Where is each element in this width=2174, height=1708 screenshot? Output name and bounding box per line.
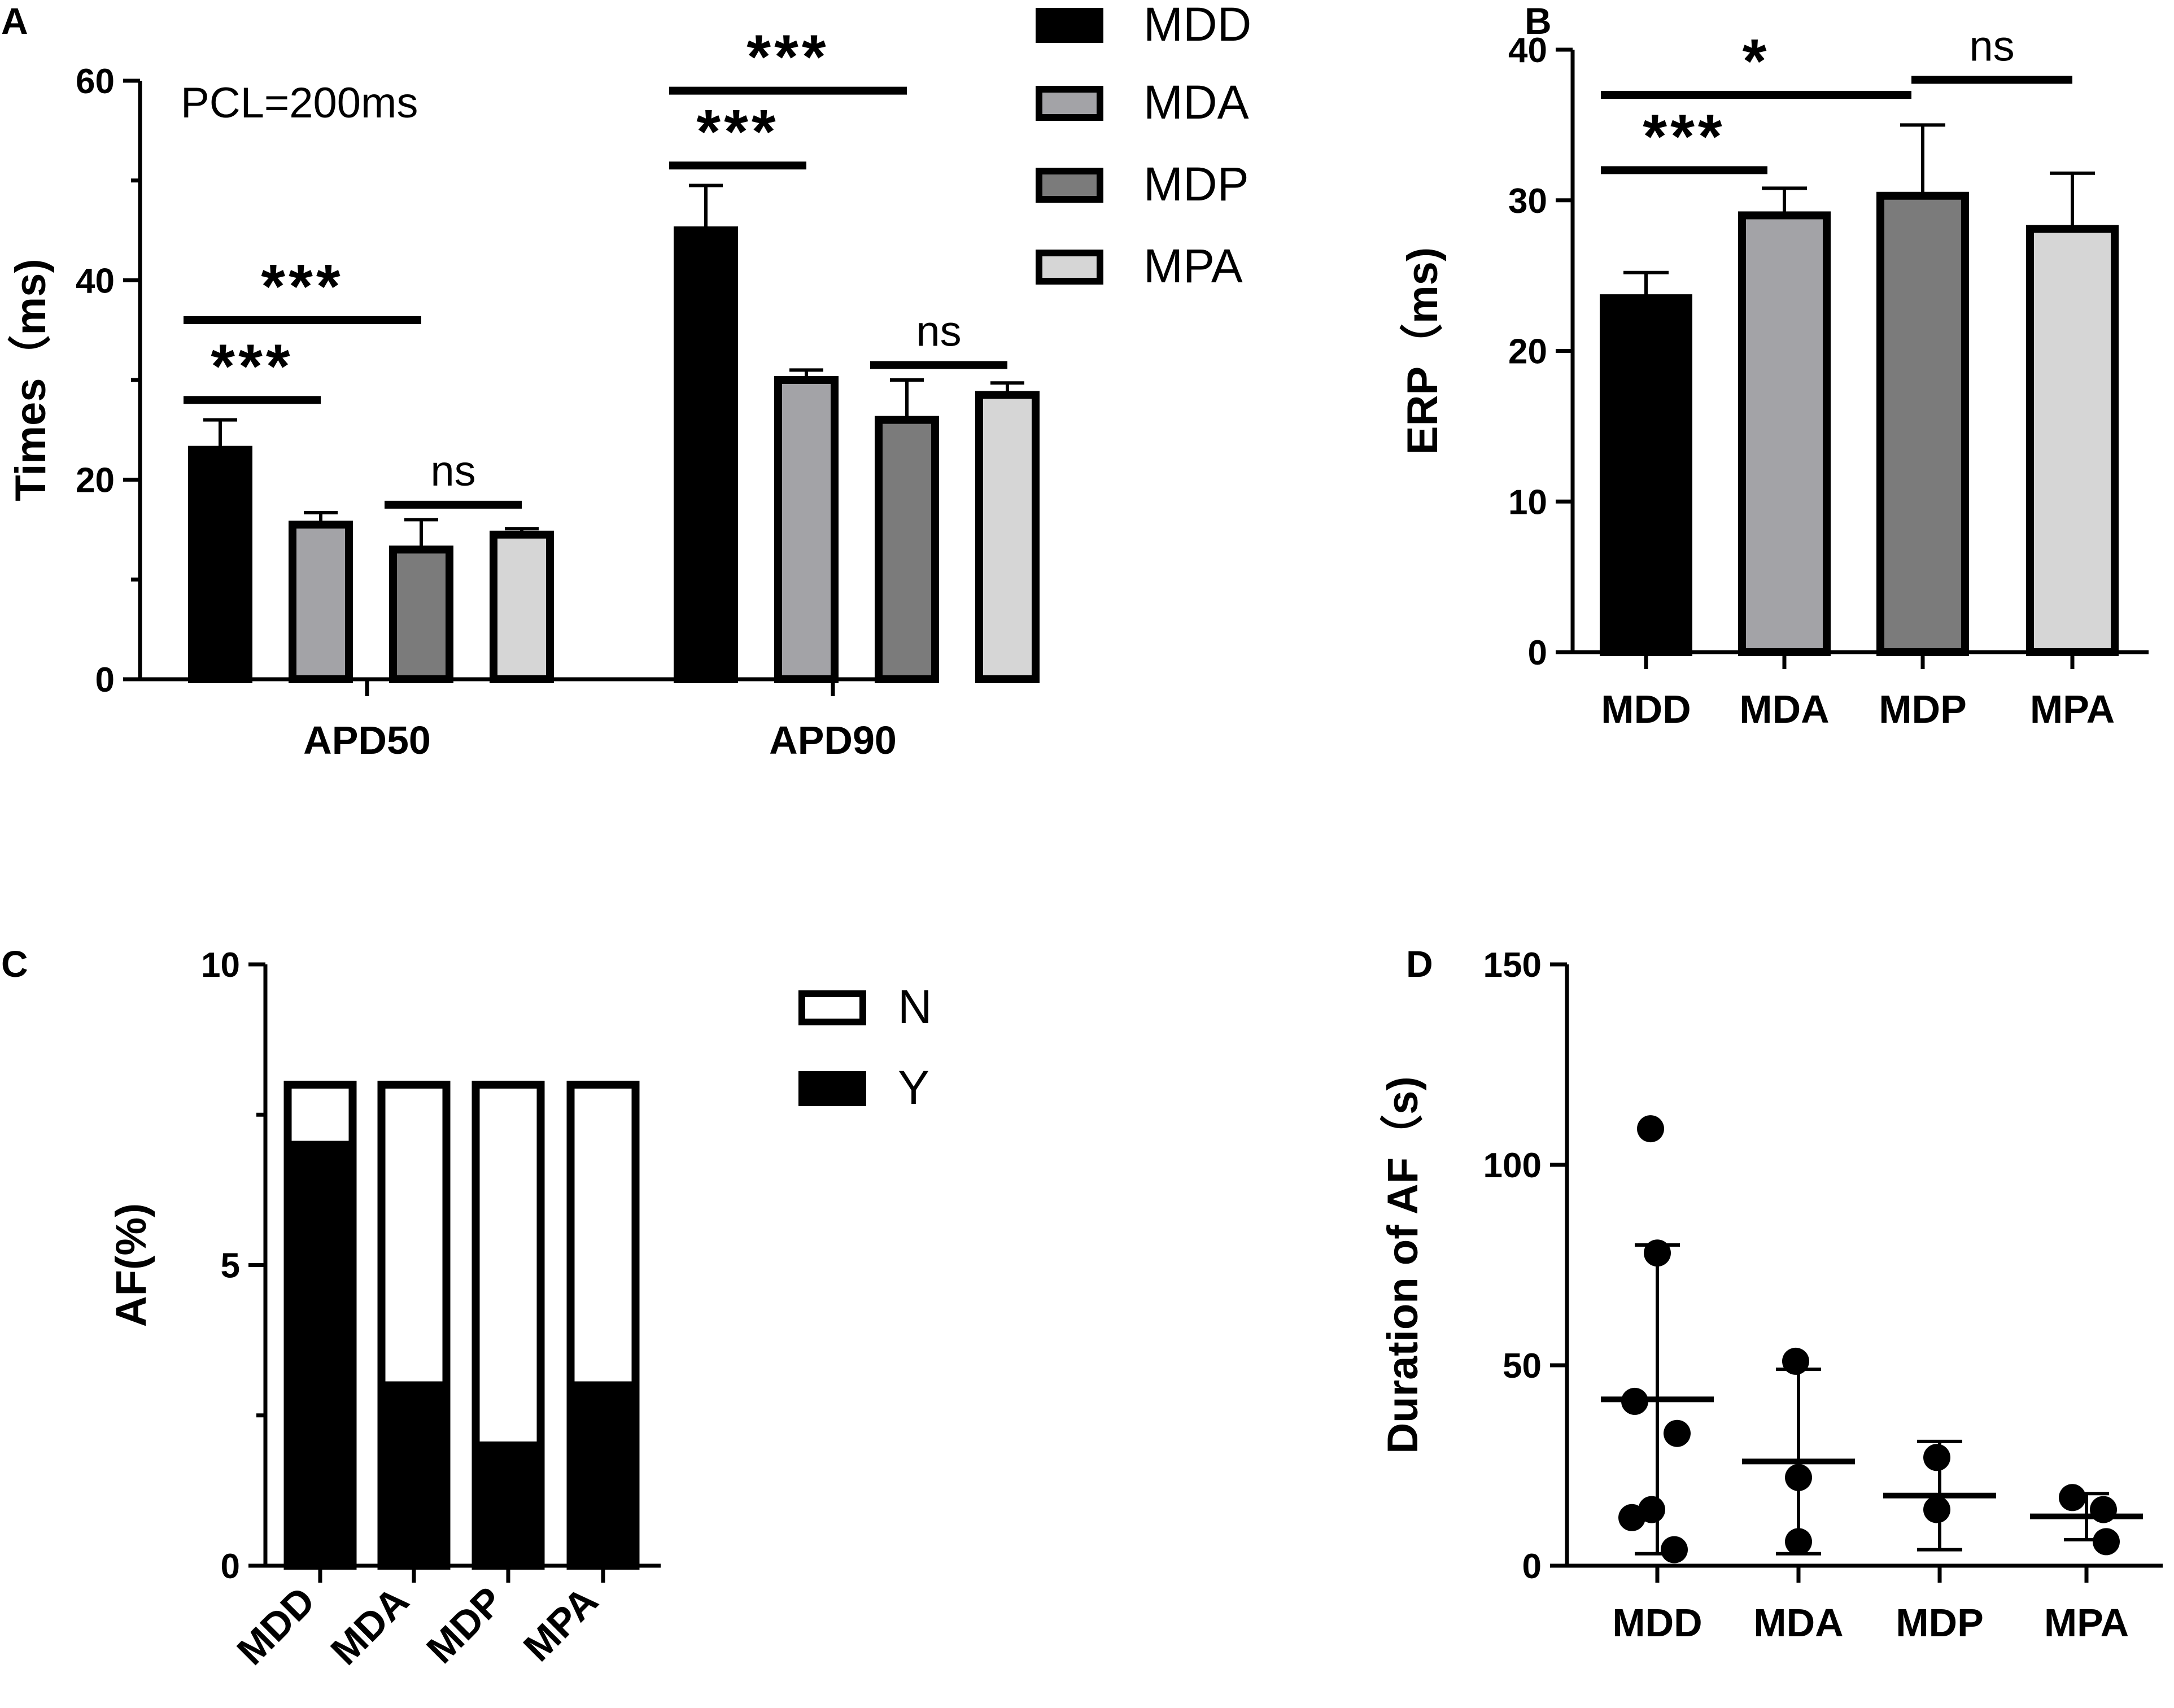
panel-b-significance-label: ***: [1643, 102, 1725, 171]
panel-c-bar-n-mpa: [566, 1081, 640, 1390]
panel-d-point-mdd: [1661, 1536, 1688, 1563]
panel-a-bar-mda-apd50: [289, 521, 353, 684]
panel-d-point-mdp: [1923, 1444, 1950, 1471]
panel-b-y-tick-label: 0: [1528, 634, 1547, 672]
panel-a-bar-mda-apd90: [774, 376, 839, 683]
panel-d-x-tick-label: MDA: [1753, 1601, 1843, 1645]
panel-c-y-tick-label: 5: [221, 1247, 240, 1286]
panel-c-bar-y-mpa: [566, 1381, 640, 1570]
panel-c-bar-y-mda: [377, 1381, 451, 1570]
panel-b-x-tick-label: MDD: [1601, 687, 1691, 731]
panel-d: D 0 50 100 150 Duration of AF（s) MDD MDA MDP MPA: [1379, 943, 2163, 1645]
panel-a-legend-swatch-mdd: [1036, 8, 1103, 43]
panel-c-bar-n-mda: [377, 1081, 451, 1390]
panel-a-bar-mpa-apd50: [490, 530, 554, 683]
panel-c-x-tick-label: MDA: [322, 1578, 417, 1673]
panel-d-x-tick-label: MDD: [1612, 1601, 1702, 1645]
panel-a-significance-label: ns: [916, 308, 961, 356]
panel-d-y-axis-title: Duration of AF（s): [1379, 1076, 1427, 1453]
panel-b-significance-label: ns: [1969, 22, 2014, 70]
panel-b-y-tick-label: 30: [1508, 182, 1547, 221]
panel-d-point-mpa: [2090, 1496, 2117, 1523]
panel-c-x-tick-label: MDD: [229, 1578, 324, 1673]
panel-b-x-tick-label: MPA: [2030, 687, 2115, 731]
panel-d-x-tick-label: MDP: [1896, 1601, 1984, 1645]
panel-a-bar-mdd-apd50: [188, 445, 252, 684]
panel-b-y-tick-label: 20: [1508, 333, 1547, 372]
panel-d-x-tick-label: MPA: [2044, 1601, 2129, 1645]
panel-a-significance-label: ***: [696, 97, 779, 167]
panel-a-bar-mdp-apd90: [875, 416, 939, 684]
panel-a-legend-label-mdd: MDD: [1143, 0, 1251, 51]
panel-b-letter: B: [1525, 0, 1552, 42]
panel-c-letter: C: [1, 943, 28, 985]
panel-a-legend-swatch-mpa: [1036, 250, 1103, 285]
panel-a-y-axis-title: Times（ms): [7, 259, 55, 501]
panel-a-letter: A: [1, 0, 28, 42]
panel-d-point-mdd: [1618, 1504, 1645, 1531]
panel-b-y-axis-title: ERP（ms): [1399, 247, 1447, 455]
panel-a-bar-mpa-apd90: [975, 391, 1040, 683]
panel-d-point-mdd: [1621, 1387, 1648, 1415]
panel-a-legend-swatch-mda: [1036, 86, 1103, 121]
panel-a-significance-label: ns: [430, 447, 475, 495]
panel-d-point-mdd: [1664, 1419, 1691, 1447]
panel-b-bar-mdp: [1876, 191, 1969, 656]
panel-b-bar-mpa: [2026, 225, 2119, 656]
panel-b-bar-mda: [1738, 211, 1831, 656]
panel-a-significance-label: ***: [211, 331, 293, 401]
panel-a-legend-swatch-mdp: [1036, 168, 1103, 203]
panel-a-y-tick-label: 0: [95, 661, 115, 700]
panel-b-x-tick-label: MDP: [1879, 687, 1967, 731]
panel-a-bar-mdd-apd90: [674, 226, 738, 683]
panel-d-y-tick-label: 50: [1503, 1347, 1542, 1386]
panel-d-point-mda: [1785, 1464, 1812, 1491]
panel-d-point-mdd: [1644, 1239, 1671, 1267]
panel-a-x-tick-label: APD90: [769, 718, 897, 762]
panel-a-bar-mdp-apd50: [389, 545, 453, 683]
panel-a-y-tick-label: 20: [76, 461, 115, 500]
panel-b-bar-mdd: [1600, 294, 1692, 656]
panel-d-point-mpa: [2059, 1484, 2086, 1512]
panel-c-x-tick-label: MDP: [418, 1578, 511, 1671]
panel-c-bar-n-mdd: [283, 1081, 357, 1149]
panel-d-y-tick-label: 150: [1483, 946, 1542, 985]
panel-b-y-tick-label: 10: [1508, 483, 1547, 522]
panel-a-annotation: PCL=200ms: [181, 79, 418, 127]
panel-d-point-mdd: [1637, 1115, 1664, 1143]
panel-c-bar-n-mdp: [472, 1081, 545, 1449]
panel-c-legend-label-n: N: [898, 980, 932, 1033]
panel-c-y-tick-label: 0: [221, 1547, 240, 1586]
panel-c-y-tick-label: 10: [201, 946, 240, 985]
panel-c-y-axis-title: AF(%): [107, 1203, 155, 1327]
panel-a-significance-label: ***: [261, 252, 343, 321]
panel-c-legend-label-y: Y: [898, 1061, 929, 1114]
panel-a-legend-label-mdp: MDP: [1143, 158, 1249, 211]
panel-c-legend-swatch-n: [798, 990, 866, 1025]
panel-b-x-tick-label: MDA: [1739, 687, 1829, 731]
panel-d-y-tick-label: 100: [1483, 1146, 1542, 1185]
panel-d-point-mda: [1785, 1528, 1812, 1556]
panel-d-letter: D: [1406, 943, 1433, 985]
panel-a-legend-label-mpa: MPA: [1143, 239, 1243, 292]
panel-c-legend-swatch-y: [798, 1071, 866, 1106]
panel-d-point-mpa: [2093, 1528, 2120, 1556]
panel-a-y-tick-label: 40: [76, 261, 115, 300]
panel-d-point-mda: [1782, 1347, 1809, 1375]
panel-d-point-mdp: [1923, 1496, 1950, 1523]
panel-a-legend-label-mda: MDA: [1143, 76, 1249, 129]
panel-c-bar-y-mdp: [472, 1441, 545, 1570]
panel-c-bar-y-mdd: [283, 1141, 357, 1570]
panel-b-y-tick-label: 40: [1508, 31, 1547, 70]
panel-c-x-tick-label: MPA: [515, 1578, 606, 1669]
panel-b-significance-label: *: [1743, 27, 1770, 96]
panel-a-x-tick-label: APD50: [303, 718, 431, 762]
panel-a-significance-label: ***: [747, 23, 829, 92]
panel-a-y-tick-label: 60: [76, 62, 115, 101]
panel-d-y-tick-label: 0: [1522, 1547, 1542, 1586]
